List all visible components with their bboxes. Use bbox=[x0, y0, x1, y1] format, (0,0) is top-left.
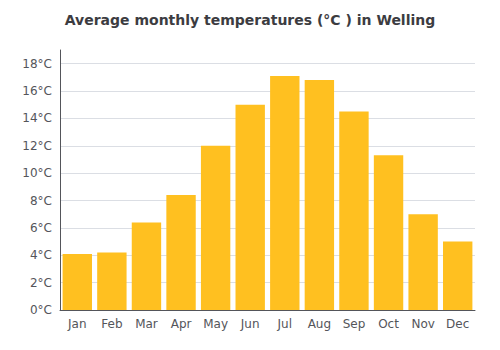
svg-text:16°C: 16°C bbox=[22, 84, 52, 98]
svg-text:18°C: 18°C bbox=[22, 57, 52, 71]
svg-text:Aug: Aug bbox=[308, 317, 331, 331]
svg-text:10°C: 10°C bbox=[22, 166, 52, 180]
svg-text:Feb: Feb bbox=[101, 317, 122, 331]
svg-text:14°C: 14°C bbox=[22, 111, 52, 125]
svg-text:Jul: Jul bbox=[277, 317, 292, 331]
svg-text:Nov: Nov bbox=[411, 317, 434, 331]
svg-text:Jan: Jan bbox=[67, 317, 87, 331]
svg-text:Jun: Jun bbox=[240, 317, 260, 331]
svg-text:Sep: Sep bbox=[343, 317, 366, 331]
svg-text:2°C: 2°C bbox=[30, 276, 52, 290]
svg-text:May: May bbox=[203, 317, 228, 331]
svg-text:Average monthly temperatures (: Average monthly temperatures (°C ) in We… bbox=[65, 12, 436, 28]
svg-text:Mar: Mar bbox=[135, 317, 158, 331]
svg-text:Oct: Oct bbox=[378, 317, 399, 331]
svg-text:4°C: 4°C bbox=[30, 248, 52, 262]
svg-text:12°C: 12°C bbox=[22, 139, 52, 153]
svg-text:Apr: Apr bbox=[171, 317, 192, 331]
svg-text:0°C: 0°C bbox=[30, 303, 52, 317]
svg-text:Dec: Dec bbox=[446, 317, 469, 331]
svg-text:6°C: 6°C bbox=[30, 221, 52, 235]
svg-text:8°C: 8°C bbox=[30, 194, 52, 208]
